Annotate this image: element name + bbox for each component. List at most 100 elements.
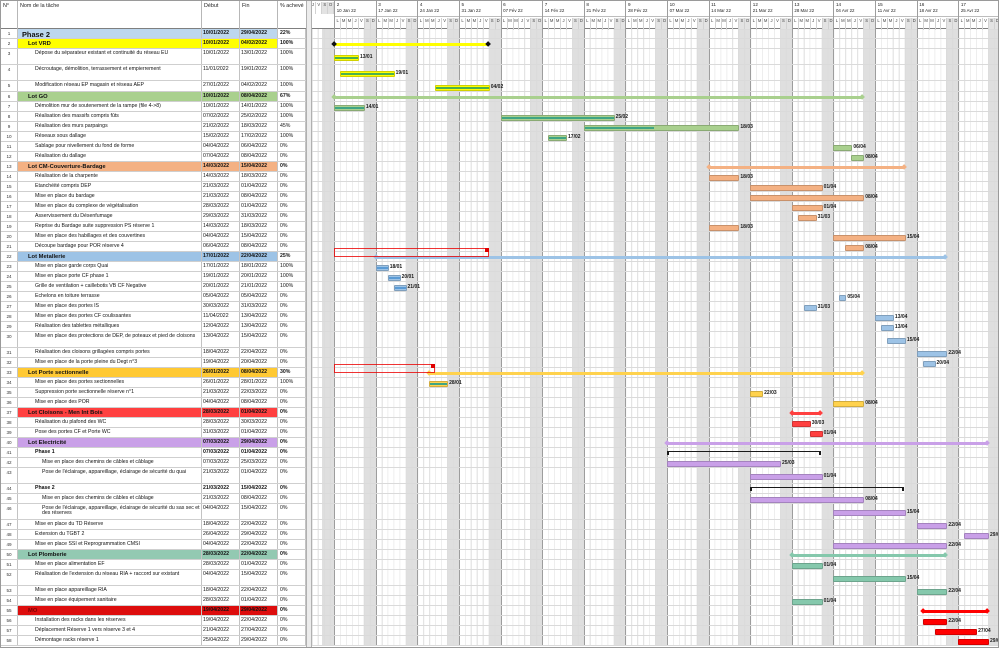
task-name-cell[interactable]: Réalisation du dallage — [18, 152, 202, 161]
table-row[interactable]: 20 Mise en place des habillages et des co… — [1, 232, 306, 242]
task-name-cell[interactable]: Installation des racks dans les réserves — [18, 616, 202, 625]
task-end-cell[interactable]: 04/02/2022 — [240, 39, 278, 48]
task-end-cell[interactable]: 01/04/2022 — [240, 202, 278, 211]
task-name-cell[interactable]: Réalisation du plafond des WC — [18, 418, 202, 427]
task-bar[interactable] — [708, 225, 740, 231]
task-percent-cell[interactable]: 0% — [278, 438, 306, 447]
task-start-cell[interactable]: 07/03/2022 — [202, 458, 240, 467]
task-end-cell[interactable]: 29/04/2022 — [240, 438, 278, 447]
task-bar[interactable] — [797, 215, 817, 221]
task-name-cell[interactable]: Suppression porte sectionnelle réserve n… — [18, 388, 202, 397]
task-start-cell[interactable]: 04/04/2022 — [202, 504, 240, 519]
task-end-cell[interactable]: 01/04/2022 — [240, 408, 278, 417]
task-start-cell[interactable]: 28/03/2022 — [202, 418, 240, 427]
task-id-cell[interactable]: 21 — [1, 242, 18, 251]
table-row[interactable]: 42 Mise en place des chemins de câbles et… — [1, 458, 306, 468]
table-row[interactable]: 54 Mise en place équipement sanitaire 28/0… — [1, 596, 306, 606]
task-id-cell[interactable]: 53 — [1, 586, 18, 595]
task-percent-cell[interactable]: 0% — [278, 398, 306, 407]
task-start-cell[interactable]: 10/01/2022 — [202, 49, 240, 64]
task-end-cell[interactable]: 13/04/2022 — [240, 322, 278, 331]
task-start-cell[interactable]: 21/03/2022 — [202, 468, 240, 483]
task-end-cell[interactable]: 28/01/2022 — [240, 378, 278, 387]
task-percent-cell[interactable]: 0% — [278, 222, 306, 231]
task-start-cell[interactable]: 28/03/2022 — [202, 408, 240, 417]
task-name-cell[interactable]: Phase 2 — [18, 29, 202, 38]
task-percent-cell[interactable]: 100% — [278, 49, 306, 64]
task-percent-cell[interactable]: 0% — [278, 504, 306, 519]
task-end-cell[interactable]: 17/02/2022 — [240, 132, 278, 141]
table-row[interactable]: 27 Mise en place des portes IS 30/03/2022 3… — [1, 302, 306, 312]
task-name-cell[interactable]: Lot Porte sectionnelle — [18, 368, 202, 377]
task-end-cell[interactable]: 27/04/2022 — [240, 626, 278, 635]
task-end-cell[interactable]: 20/04/2022 — [240, 358, 278, 367]
task-id-cell[interactable]: 18 — [1, 212, 18, 221]
task-id-cell[interactable]: 27 — [1, 302, 18, 311]
task-name-cell[interactable]: Réalisation des cloisons grillagées comp… — [18, 348, 202, 357]
task-id-cell[interactable]: 46 — [1, 504, 18, 519]
task-percent-cell[interactable]: 100% — [278, 272, 306, 281]
task-percent-cell[interactable]: 0% — [278, 468, 306, 483]
task-bar[interactable] — [964, 533, 990, 539]
task-end-cell[interactable]: 15/04/2022 — [240, 504, 278, 519]
task-start-cell[interactable]: 19/04/2022 — [202, 616, 240, 625]
table-row[interactable]: 58 Démontage racks réserve 1 25/04/2022 29/… — [1, 636, 306, 646]
task-percent-cell[interactable]: 0% — [278, 332, 306, 347]
task-end-cell[interactable]: 18/03/2022 — [240, 122, 278, 131]
task-name-cell[interactable]: Mise en place des POR — [18, 398, 202, 407]
task-percent-cell[interactable]: 0% — [278, 322, 306, 331]
task-start-cell[interactable]: 21/03/2022 — [202, 494, 240, 503]
task-bar[interactable] — [750, 391, 764, 397]
task-start-cell[interactable]: 19/04/2022 — [202, 606, 240, 615]
task-name-cell[interactable]: Réalisation de la charpente — [18, 172, 202, 181]
task-start-cell[interactable]: 15/02/2022 — [202, 132, 240, 141]
table-row[interactable]: 9 Réalisation des murs parpaings 21/02/202… — [1, 122, 306, 132]
task-end-cell[interactable]: 18/01/2022 — [240, 262, 278, 271]
table-row[interactable]: 41 Phase 1 07/03/2022 01/04/2022 0% — [1, 448, 306, 458]
task-percent-cell[interactable]: 100% — [278, 81, 306, 91]
table-row[interactable]: 28 Mise en place des portes CF coulissant… — [1, 312, 306, 322]
task-name-cell[interactable]: Lot Cloisons - Men Int Bois — [18, 408, 202, 417]
task-id-cell[interactable]: 19 — [1, 222, 18, 231]
task-name-cell[interactable]: Mise en place des portes CF coulissantes — [18, 312, 202, 321]
task-start-cell[interactable]: 07/04/2022 — [202, 152, 240, 161]
task-end-cell[interactable]: 13/01/2022 — [240, 49, 278, 64]
table-row[interactable]: 48 Extension du TGBT 2 26/04/2022 29/04/202… — [1, 530, 306, 540]
table-row[interactable]: 24 Mise en place porte CF phase 1 19/01/20… — [1, 272, 306, 282]
task-name-cell[interactable]: Lot CM-Couverture-Bardage — [18, 162, 202, 171]
task-percent-cell[interactable]: 0% — [278, 388, 306, 397]
task-bar[interactable] — [916, 351, 948, 357]
task-end-cell[interactable]: 08/04/2022 — [240, 494, 278, 503]
task-percent-cell[interactable]: 0% — [278, 626, 306, 635]
task-end-cell[interactable]: 14/01/2022 — [240, 102, 278, 111]
task-end-cell[interactable]: 08/04/2022 — [240, 368, 278, 377]
table-row[interactable]: 39 Pose des portes CF et Porte WC 31/03/20… — [1, 428, 306, 438]
task-start-cell[interactable]: 14/03/2022 — [202, 172, 240, 181]
task-id-cell[interactable]: 57 — [1, 626, 18, 635]
task-id-cell[interactable]: 16 — [1, 192, 18, 201]
task-end-cell[interactable]: 15/04/2022 — [240, 332, 278, 347]
task-id-cell[interactable]: 15 — [1, 182, 18, 191]
summary-bar[interactable] — [708, 165, 904, 169]
summary-bar[interactable] — [667, 441, 988, 445]
table-row[interactable]: 19 Reprise du Bardage suite suppression P… — [1, 222, 306, 232]
task-id-cell[interactable]: 51 — [1, 560, 18, 569]
task-bar[interactable] — [881, 325, 894, 331]
task-percent-cell[interactable]: 45% — [278, 122, 306, 131]
task-bar[interactable] — [750, 185, 823, 191]
table-row[interactable]: 32 Mise en place de la porte pleine du De… — [1, 358, 306, 368]
task-name-cell[interactable]: Echelons en toiture terrasse — [18, 292, 202, 301]
table-row[interactable]: 15 Etanchéité compris DEP 21/03/2022 01/04/… — [1, 182, 306, 192]
task-end-cell[interactable]: 22/04/2022 — [240, 550, 278, 559]
task-end-cell[interactable]: 22/04/2022 — [240, 586, 278, 595]
task-name-cell[interactable]: Démolition mur de soutenement de la ramp… — [18, 102, 202, 111]
task-percent-cell[interactable]: 100% — [278, 282, 306, 291]
table-row[interactable]: 13 Lot CM-Couverture-Bardage 14/03/2022 15/… — [1, 162, 306, 172]
table-row[interactable]: 45 Mise en place des chemins de câbles et… — [1, 494, 306, 504]
task-id-cell[interactable]: 6 — [1, 92, 18, 101]
task-percent-cell[interactable]: 0% — [278, 494, 306, 503]
task-id-cell[interactable]: 8 — [1, 112, 18, 121]
table-row[interactable]: 49 Mise en place SSI et Reprogrammation C… — [1, 540, 306, 550]
task-name-cell[interactable]: Sablage pour nivellement du fond de form… — [18, 142, 202, 151]
task-bar[interactable] — [922, 361, 936, 367]
